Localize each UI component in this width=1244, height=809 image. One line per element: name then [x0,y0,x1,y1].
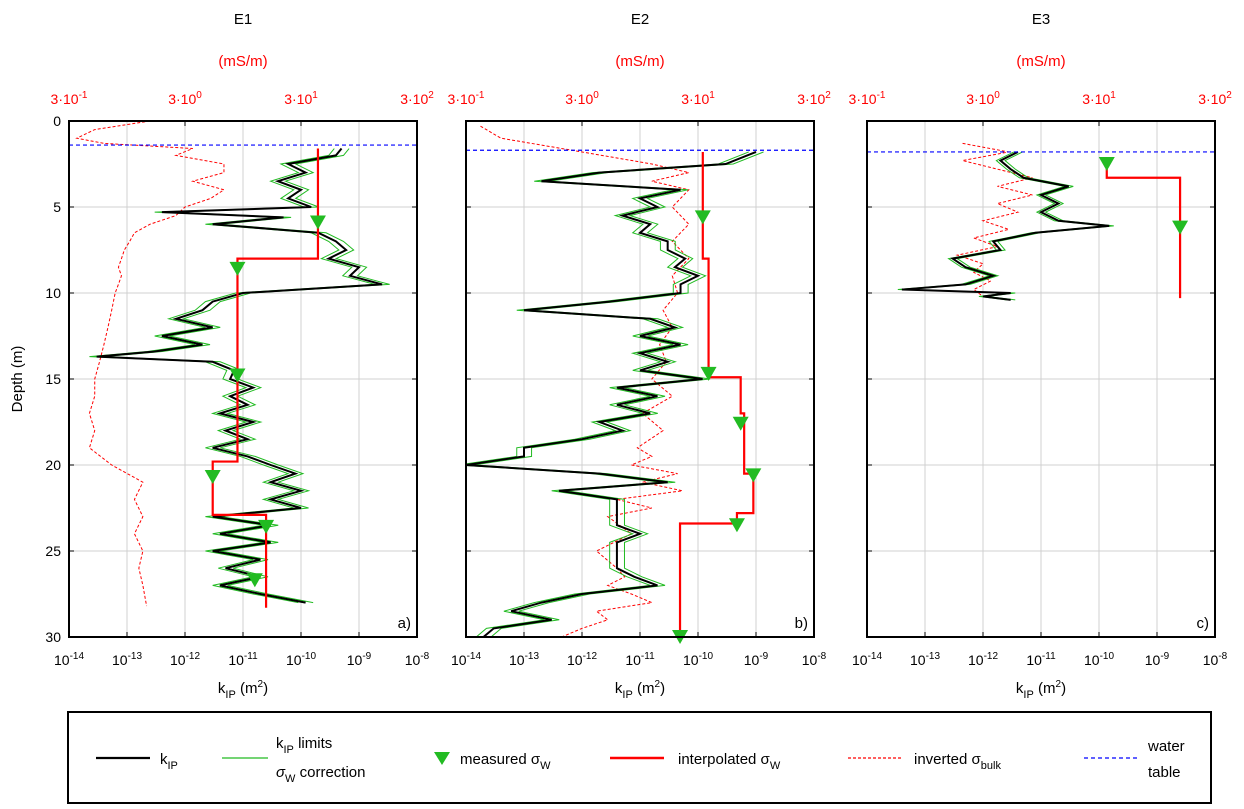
inverted-sigma-bulk-line [480,125,690,637]
bottom-tick-label: 10-12 [968,651,998,668]
depth-tick-label: 0 [53,113,61,129]
panel-e2: 10-14 10-13 10-12 10-11 10-10 10-9 10-8 3·10-1 3… [448,11,832,701]
bottom-axis-label: kIP (m2) [615,679,665,701]
panel-title: E2 [631,11,649,28]
top-tick-label: 3·101 [681,90,715,107]
legend-measured-label: measured σW [460,751,551,772]
depth-tick-label: 20 [45,457,61,473]
legend-limits-label-line2: σW correction [276,764,365,785]
bottom-tick-label: 10-10 [1084,651,1114,668]
measured-sigma-w-marker [1172,220,1189,235]
grid [69,121,417,637]
series-group [867,142,1215,301]
bottom-tick-label: 10-10 [286,651,316,668]
top-tick-label: 3·100 [565,90,599,107]
inverted-sigma-bulk-line [75,121,226,607]
bottom-tick-label: 10-14 [852,651,882,668]
kip-upper-limit-line [473,151,764,637]
top-tick-label: 3·10-1 [51,90,88,107]
measured-sigma-w-marker [694,210,711,225]
top-tick-label: 3·10-1 [448,90,485,107]
bottom-tick-label: 10-11 [625,651,655,668]
legend-measured-marker [434,752,450,765]
measured-sigma-w-marker [309,215,326,230]
bottom-tick-label: 10-14 [54,651,84,668]
measured-sigma-w-marker [204,470,221,485]
bottom-tick-label: 10-12 [170,651,200,668]
top-tick-label: 3·102 [1198,90,1232,107]
depth-tick-label: 10 [45,285,61,301]
measured-sigma-w-marker [246,573,263,588]
depth-axis-label: Depth (m) [9,346,26,413]
bottom-tick-label: 10-8 [1203,651,1228,668]
panel-label: a) [398,615,411,632]
top-tick-label: 3·101 [284,90,318,107]
panel-e3: 10-14 10-13 10-12 10-11 10-10 10-9 10-8 3·10-1 3… [849,11,1233,701]
panels: 10-14 10-13 10-12 10-11 10-10 10-9 10-8 3·10-1 3… [45,11,1232,701]
top-tick-label: 3·100 [168,90,202,107]
measured-sigma-w-marker [229,261,246,276]
kip-upper-limit-line [906,151,1114,301]
interpolated-sigma-w-line [1105,165,1182,299]
interpolated-sigma-w-line [211,148,320,608]
bottom-tick-label: 10-11 [228,651,258,668]
bottom-tick-label: 10-9 [347,651,372,668]
panel-label: c) [1197,615,1210,632]
measured-sigma-w-marker [745,468,762,483]
bottom-tick-label: 10-8 [405,651,430,668]
series-group [466,125,814,637]
measured-sigma-w-marker [700,366,717,381]
depth-tick-label: 25 [45,543,61,559]
measured-sigma-w-marker [229,368,246,383]
top-axis-unit: (mS/m) [218,53,267,70]
panel-title: E3 [1032,11,1050,28]
legend-water-table-label-line1: water [1147,738,1185,755]
interpolated-sigma-w-line [678,151,755,637]
bottom-axis-label: kIP (m2) [1016,679,1066,701]
bottom-tick-label: 10-8 [802,651,827,668]
kip-line [466,151,757,637]
panel-label: b) [795,615,808,632]
bottom-axis-label: kIP (m2) [218,679,268,701]
legend-kip-label: kIP [160,751,178,772]
top-tick-label: 3·102 [797,90,831,107]
bottom-tick-label: 10-13 [112,651,142,668]
kip-lower-limit-line [466,151,749,637]
legend-interpolated-label: interpolated σW [678,751,781,772]
legend: kIP kIP limits σW correction measured σW… [67,711,1212,804]
top-tick-label: 3·100 [966,90,1000,107]
grid [867,121,1215,637]
depth-tick-label: 15 [45,371,61,387]
kip-line [901,151,1110,301]
top-axis-unit: (mS/m) [1016,53,1065,70]
grid [466,121,814,637]
measured-sigma-w-marker [728,518,745,533]
legend-limits-label-line1: kIP limits [276,735,332,756]
bottom-tick-label: 10-10 [683,651,713,668]
top-tick-label: 3·102 [400,90,434,107]
inverted-sigma-bulk-line [955,142,1033,297]
bottom-tick-label: 10-14 [451,651,481,668]
top-tick-label: 3·101 [1082,90,1116,107]
measured-sigma-w-marker [732,416,749,431]
top-axis-unit: (mS/m) [615,53,664,70]
bottom-tick-label: 10-9 [744,651,769,668]
bottom-tick-label: 10-13 [509,651,539,668]
panel-e1: 10-14 10-13 10-12 10-11 10-10 10-9 10-8 3·10-1 3… [45,11,434,701]
panel-title: E1 [234,11,252,28]
kip-lower-limit-line [897,151,1106,301]
bottom-tick-label: 10-13 [910,651,940,668]
measured-sigma-w-marker [258,519,275,534]
legend-water-table-label-line2: table [1148,764,1181,781]
depth-tick-label: 5 [53,199,61,215]
depth-tick-label: 30 [45,629,61,645]
bottom-tick-label: 10-12 [567,651,597,668]
legend-inverted-label: inverted σbulk [914,751,1001,772]
bottom-tick-label: 10-11 [1026,651,1056,668]
bottom-tick-label: 10-9 [1145,651,1170,668]
top-tick-label: 3·10-1 [849,90,886,107]
measured-sigma-w-marker [1098,157,1115,171]
